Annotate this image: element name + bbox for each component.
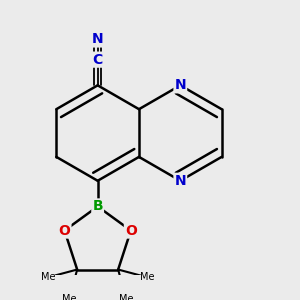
Text: N: N [175,174,186,188]
Text: Me: Me [119,294,133,300]
Text: O: O [58,224,70,238]
Text: Me: Me [140,272,155,282]
Text: B: B [92,200,103,214]
Text: C: C [92,52,103,67]
Text: Me: Me [41,272,55,282]
Text: Me: Me [62,294,76,300]
Text: N: N [92,32,103,46]
Text: N: N [175,78,186,92]
Text: O: O [125,224,137,238]
